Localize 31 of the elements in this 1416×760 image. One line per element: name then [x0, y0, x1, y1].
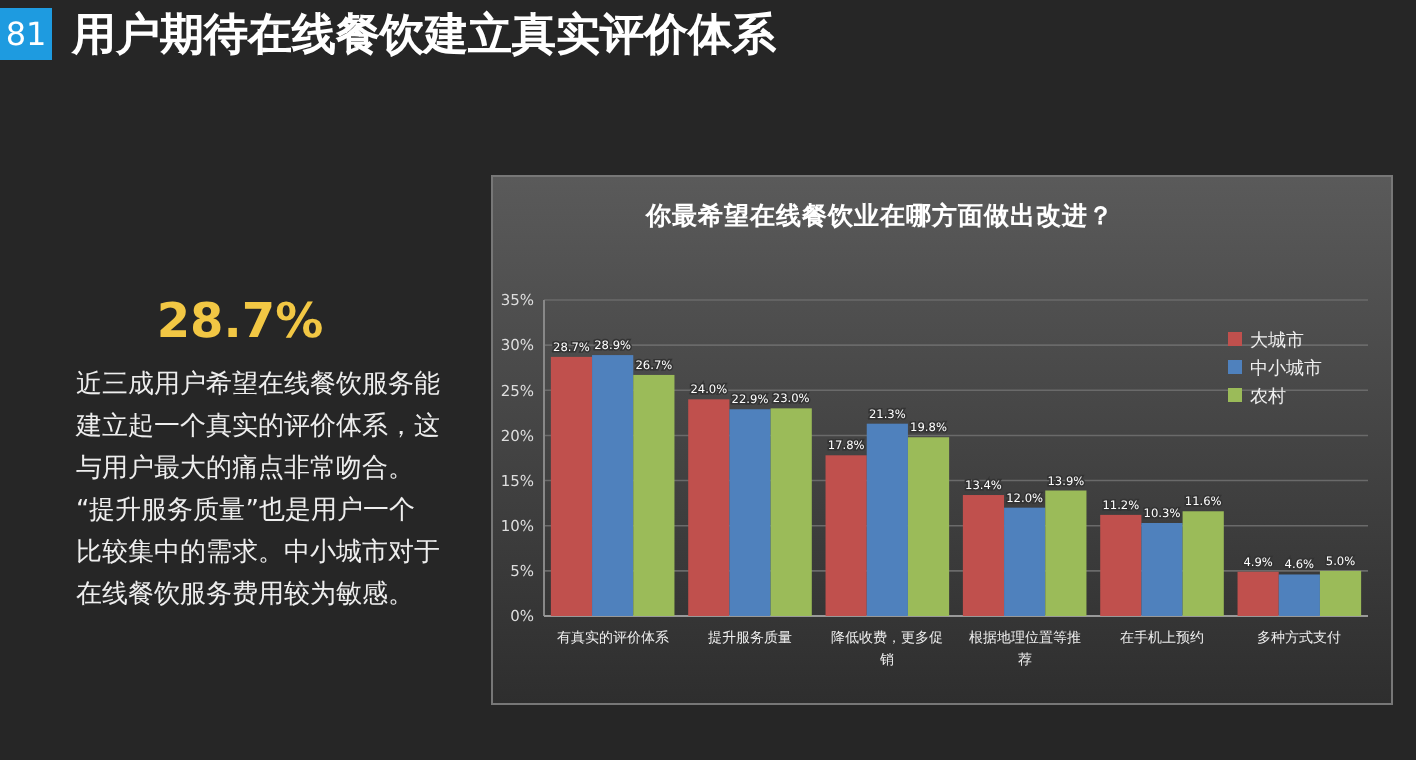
- bar: [962, 495, 1005, 616]
- bar: [770, 408, 812, 616]
- bar: [1100, 514, 1142, 616]
- bar: [729, 409, 771, 616]
- legend-label: 农村: [1250, 386, 1286, 409]
- text: 近三成用户希望在线餐饮服务能: [76, 370, 440, 400]
- bar: [1278, 574, 1320, 616]
- bar: [907, 437, 950, 616]
- bar: [1182, 511, 1224, 616]
- bar: [1045, 490, 1087, 616]
- text: 比较集中的需求。中小城市对于: [76, 538, 440, 568]
- bar: [688, 399, 730, 616]
- chart-title: 用户期待在线餐饮建立真实评价体系: [70, 9, 778, 62]
- legend-label: 中小城市: [1250, 358, 1322, 381]
- text: 81: [5, 15, 47, 54]
- text: 建立起一个真实的评价体系，这: [74, 410, 440, 442]
- text: 与用户最大的痛点非常吻合。: [76, 454, 414, 484]
- bar: [1004, 507, 1046, 616]
- text: 28.7%: [156, 292, 324, 349]
- text: 在线餐饮服务费用较为敏感。: [76, 580, 414, 610]
- bar: [1141, 523, 1183, 616]
- bar: [1237, 571, 1279, 616]
- legend-label: 大城市: [1250, 330, 1304, 353]
- text: “提升服务质量”也是用户一个: [76, 496, 415, 526]
- bar: [866, 423, 908, 616]
- bar: [825, 455, 867, 616]
- bar: [633, 374, 675, 616]
- bar: [550, 356, 593, 616]
- bar: [592, 355, 634, 616]
- chart-subtitle: 你最希望在线餐饮业在哪方面做出改进？: [644, 200, 1114, 230]
- bar: [1319, 570, 1362, 616]
